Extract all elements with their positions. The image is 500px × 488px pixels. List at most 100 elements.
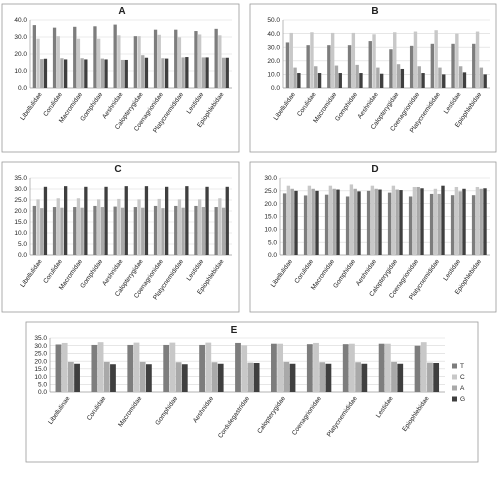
bar bbox=[450, 195, 455, 255]
chart-title: B bbox=[371, 6, 378, 17]
y-tick-label: 20.0 bbox=[267, 58, 280, 65]
bar bbox=[201, 57, 205, 88]
y-tick-label: 0.0 bbox=[271, 85, 280, 92]
bar bbox=[73, 26, 77, 88]
bar bbox=[110, 364, 116, 392]
bar bbox=[462, 72, 467, 88]
bar bbox=[438, 67, 442, 88]
chart-panel-E: E0.05.010.015.020.025.030.035.0Libelluli… bbox=[25, 321, 479, 463]
y-tick-label: 5.0 bbox=[18, 241, 27, 248]
bar bbox=[342, 344, 349, 392]
bar bbox=[285, 42, 290, 88]
y-tick-label: 5.0 bbox=[38, 381, 47, 388]
bar bbox=[161, 58, 165, 88]
bar bbox=[165, 58, 169, 88]
bar bbox=[393, 32, 397, 88]
bar bbox=[181, 207, 185, 255]
y-tick-label: 0.0 bbox=[38, 389, 47, 396]
bar bbox=[163, 344, 170, 392]
bar bbox=[359, 73, 363, 88]
bar bbox=[174, 205, 178, 255]
bar bbox=[52, 27, 57, 88]
bar bbox=[145, 364, 152, 392]
bar bbox=[479, 188, 483, 255]
bar bbox=[56, 198, 60, 255]
bar bbox=[32, 25, 36, 89]
y-tick-label: 0.0 bbox=[18, 252, 27, 259]
bar bbox=[458, 66, 463, 88]
bar bbox=[80, 58, 84, 88]
bar bbox=[427, 362, 433, 392]
bar bbox=[214, 207, 218, 255]
bar bbox=[389, 49, 393, 88]
y-tick-label: 30.0 bbox=[34, 343, 47, 350]
bar bbox=[345, 196, 350, 255]
bar bbox=[117, 35, 121, 88]
bar bbox=[253, 362, 260, 392]
bar bbox=[64, 59, 68, 88]
bar bbox=[91, 344, 98, 392]
bar bbox=[306, 45, 310, 88]
legend-swatch bbox=[452, 385, 457, 391]
bar bbox=[353, 188, 357, 255]
y-tick-label: 15.0 bbox=[264, 214, 277, 221]
y-tick-label: 15.0 bbox=[34, 366, 47, 373]
legend-label: T bbox=[460, 363, 464, 370]
bar bbox=[286, 185, 291, 255]
bar bbox=[198, 34, 202, 88]
bar bbox=[124, 186, 128, 255]
bar bbox=[412, 186, 417, 255]
bar bbox=[372, 34, 376, 88]
y-tick-label: 10.0 bbox=[14, 68, 27, 75]
bar bbox=[328, 185, 333, 255]
bar bbox=[218, 198, 222, 255]
bar bbox=[355, 64, 359, 88]
bar bbox=[472, 43, 476, 88]
bar bbox=[433, 188, 438, 255]
y-tick-label: 5.0 bbox=[268, 239, 277, 246]
y-tick-label: 0.0 bbox=[268, 252, 277, 259]
y-tick-label: 25.0 bbox=[264, 188, 277, 195]
bar bbox=[185, 57, 189, 88]
bar bbox=[327, 45, 331, 88]
bar bbox=[40, 59, 44, 88]
bar bbox=[336, 189, 340, 255]
bar bbox=[324, 194, 329, 255]
bar bbox=[60, 207, 64, 255]
bar bbox=[93, 205, 97, 255]
chart-title: A bbox=[118, 6, 125, 17]
bar bbox=[165, 186, 169, 255]
bar bbox=[133, 342, 140, 392]
bar bbox=[221, 207, 226, 255]
bar bbox=[395, 189, 399, 255]
bar bbox=[247, 362, 254, 392]
bar bbox=[133, 36, 137, 88]
bar bbox=[235, 342, 241, 392]
bar bbox=[349, 343, 355, 392]
bar bbox=[376, 67, 380, 88]
bar bbox=[199, 344, 205, 392]
bar bbox=[311, 188, 315, 255]
chart-title: C bbox=[114, 164, 121, 175]
bar bbox=[181, 364, 188, 392]
bar bbox=[351, 32, 356, 88]
bar bbox=[413, 31, 418, 89]
bar bbox=[97, 38, 101, 88]
bar bbox=[397, 363, 404, 392]
y-tick-label: 40.0 bbox=[267, 31, 280, 38]
bar bbox=[67, 361, 74, 392]
chart-panel-C: C0.05.010.015.020.025.030.035.0Libelluli… bbox=[1, 161, 240, 313]
bar bbox=[429, 193, 434, 255]
bar bbox=[437, 193, 441, 255]
bar bbox=[61, 342, 68, 392]
bar bbox=[169, 342, 176, 392]
bar bbox=[370, 185, 375, 255]
bar bbox=[442, 74, 446, 88]
y-tick-label: 35.0 bbox=[14, 175, 27, 182]
bar bbox=[100, 207, 104, 255]
bar bbox=[205, 57, 209, 88]
bar bbox=[181, 57, 185, 88]
bar bbox=[36, 199, 40, 255]
y-tick-label: 10.0 bbox=[14, 230, 27, 237]
